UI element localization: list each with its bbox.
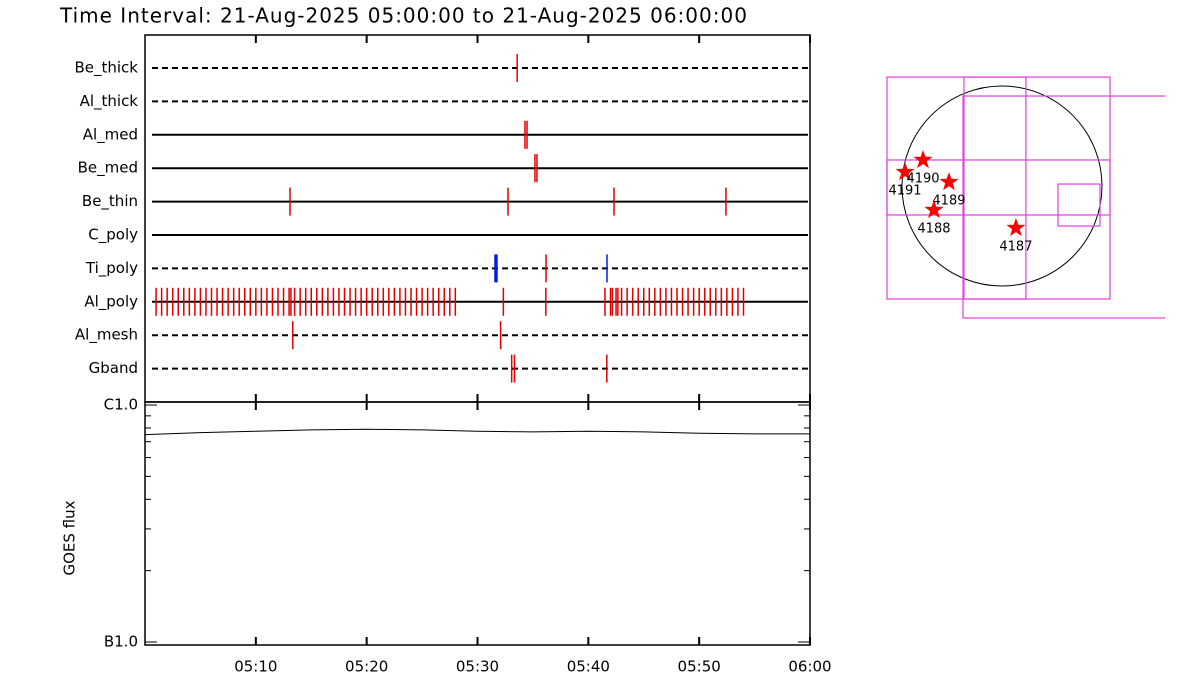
x-tick-label: 06:00 <box>788 658 831 676</box>
region-label: 4191 <box>888 184 921 199</box>
x-tick-label: 05:40 <box>567 658 610 676</box>
row-label: Al_mesh <box>75 326 138 345</box>
row-label: Al_med <box>83 125 138 144</box>
timeline-frame <box>144 34 811 403</box>
active-region <box>939 172 959 191</box>
region-label: 4188 <box>917 221 950 236</box>
region-label: 4189 <box>932 194 965 209</box>
row-label: Al_poly <box>84 292 138 311</box>
x-tick-label: 05:50 <box>678 658 721 676</box>
row-label: Gband <box>89 359 138 377</box>
region-label: 4190 <box>906 171 939 186</box>
active-region <box>913 150 933 169</box>
row-label: Be_med <box>78 159 138 178</box>
fov-box <box>962 95 1165 319</box>
x-tick-label: 05:20 <box>345 658 388 676</box>
fov-box <box>1057 183 1101 227</box>
active-region <box>895 162 915 181</box>
row-label: C_poly <box>88 226 138 245</box>
y-tick-label: C1.0 <box>104 396 138 414</box>
row-label: Ti_poly <box>85 259 138 278</box>
fov-box <box>886 159 1111 216</box>
goes-line <box>144 428 810 436</box>
row-label: Be_thick <box>74 59 138 78</box>
y-tick-label: B1.0 <box>104 633 138 651</box>
active-region <box>924 200 944 219</box>
goes-frame <box>144 401 811 646</box>
chart-title: Time Interval: 21-Aug-2025 05:00:00 to 2… <box>59 4 748 28</box>
sun-limb <box>901 85 1103 287</box>
row-label: Be_thin <box>82 192 138 211</box>
x-tick-label: 05:10 <box>234 658 277 676</box>
fov-box <box>963 76 1027 300</box>
region-label: 4187 <box>999 240 1032 255</box>
row-label: Al_thick <box>80 92 139 111</box>
x-tick-label: 05:30 <box>456 658 499 676</box>
y-axis-label: GOES flux <box>61 500 79 575</box>
active-region <box>1006 218 1026 237</box>
